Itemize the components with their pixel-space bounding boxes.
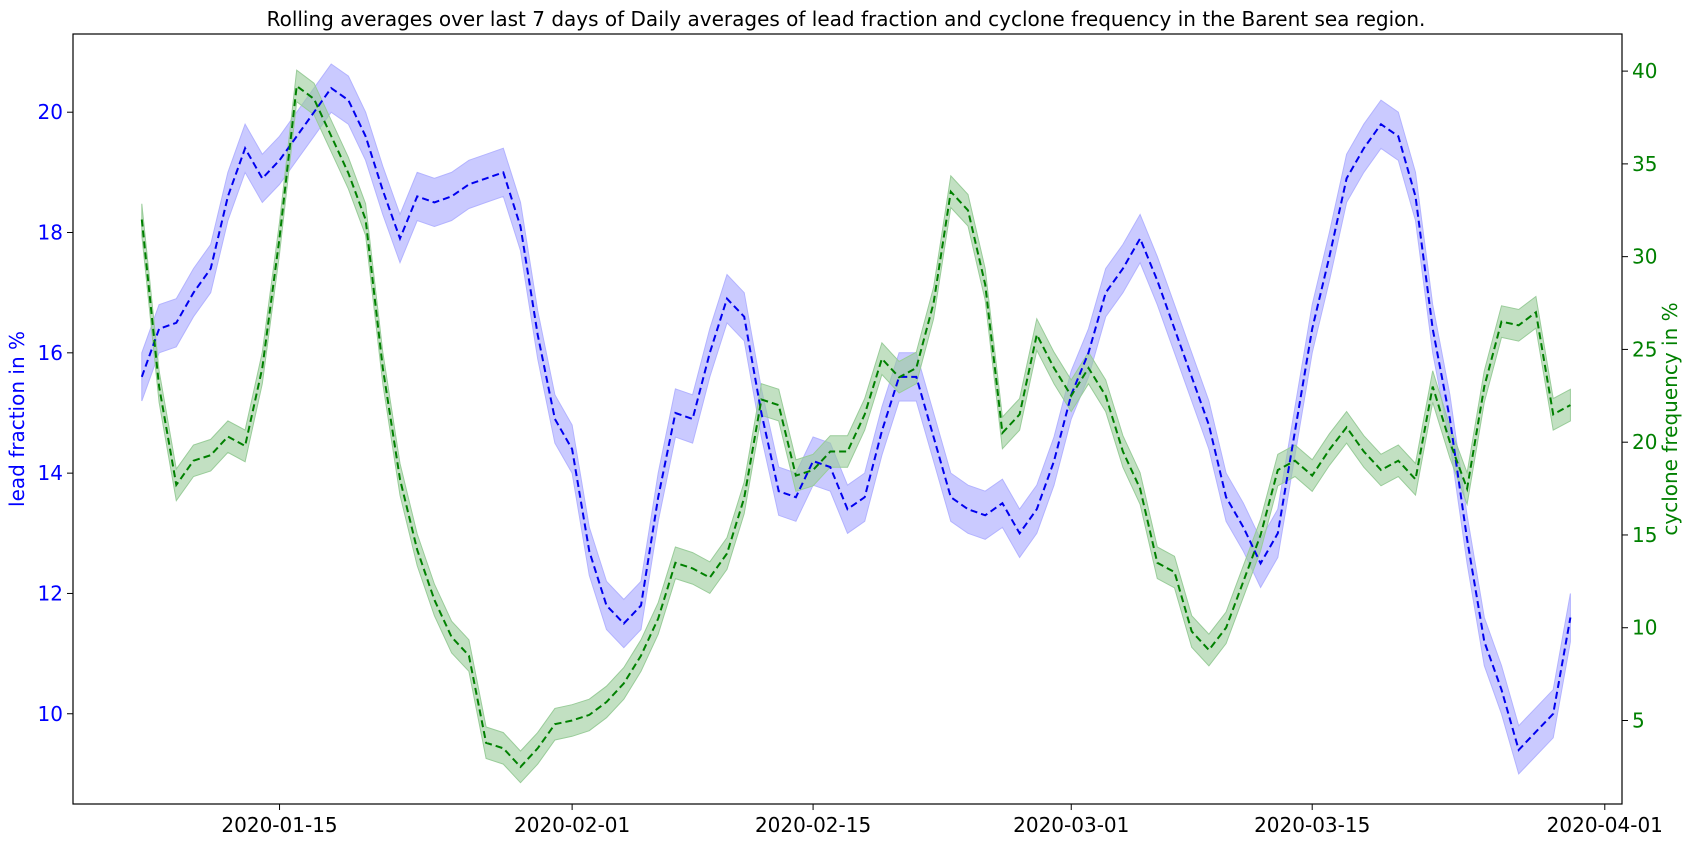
y-right-tick-label: 20 [1632, 430, 1657, 454]
y-right-tick-label: 40 [1632, 59, 1657, 83]
x-tick-label: 2020-02-01 [514, 813, 630, 837]
x-tick-label: 2020-03-01 [1013, 813, 1129, 837]
y-right-tick-label: 5 [1632, 709, 1645, 733]
lead-fraction-band [141, 63, 1571, 775]
cyclone-frequency-line [140, 84, 1571, 769]
chart-title: Rolling averages over last 7 days of Dai… [267, 7, 1426, 31]
y-left-tick-label: 12 [38, 581, 63, 605]
y-left-tick-label: 20 [38, 100, 63, 124]
x-axis: 2020-01-15 2020-02-01 2020-02-15 2020-03-01… [221, 804, 1663, 837]
lead-fraction-line [140, 86, 1572, 752]
y-axis-right-label: cyclone frequency in % [1658, 302, 1682, 535]
y-axis-left-label: lead fraction in % [5, 331, 29, 507]
x-tick-label: 2020-01-15 [221, 813, 337, 837]
y-left-tick-label: 14 [38, 461, 63, 485]
y-right-tick-label: 15 [1632, 523, 1657, 547]
y-right-tick-label: 25 [1632, 337, 1657, 361]
y-left-tick-label: 16 [38, 341, 63, 365]
series-lines [140, 84, 1572, 769]
x-tick-label: 2020-03-15 [1254, 813, 1370, 837]
plot-frame [72, 33, 1623, 805]
y-left-tick-label: 10 [38, 702, 63, 726]
y-right-tick-label: 35 [1632, 152, 1657, 176]
confidence-bands [141, 63, 1571, 784]
y-left-tick-label: 18 [38, 221, 63, 245]
x-tick-label: 2020-04-01 [1547, 813, 1663, 837]
x-tick-label: 2020-02-15 [755, 813, 871, 837]
y-right-tick-label: 30 [1632, 245, 1657, 269]
y-axis-right: 5 10 15 20 25 30 35 40 [1622, 59, 1657, 733]
cyclone-frequency-band [141, 69, 1571, 784]
y-axis-left: 10 12 14 16 18 20 [38, 100, 73, 726]
y-right-tick-label: 10 [1632, 616, 1657, 640]
